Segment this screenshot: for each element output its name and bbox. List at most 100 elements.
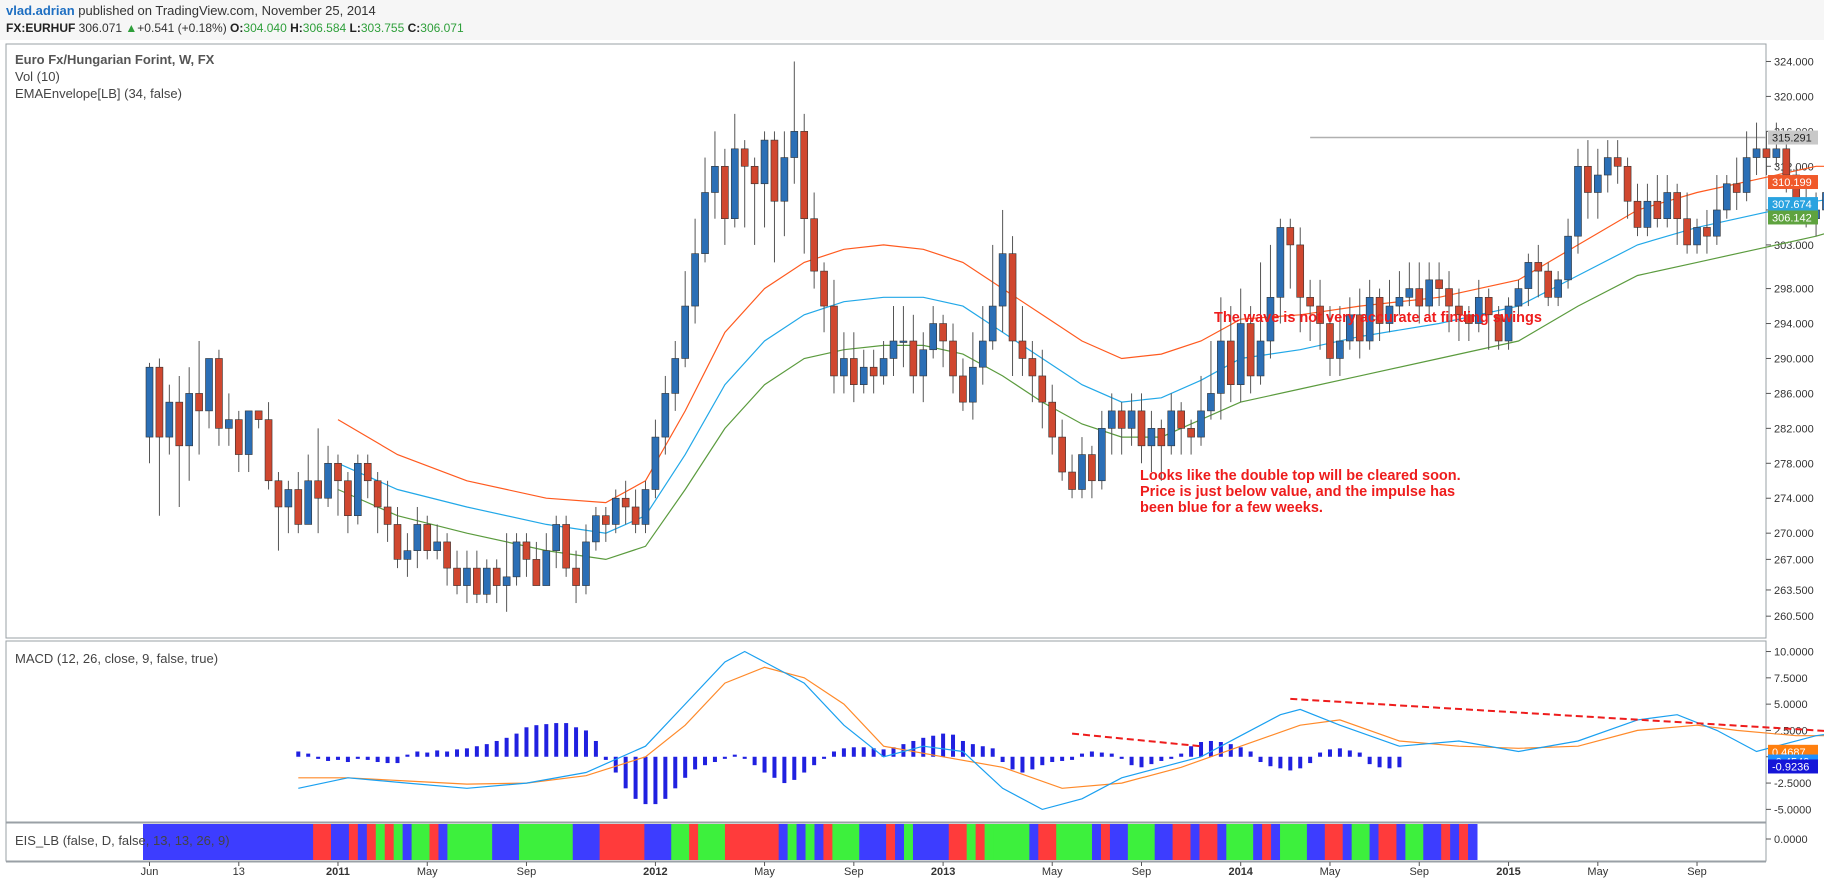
macd-histogram-bar <box>722 756 727 759</box>
candle-body <box>1048 401 1057 438</box>
candle-body <box>631 506 640 525</box>
candle-body <box>215 358 223 429</box>
candle-body <box>978 340 987 368</box>
eis-bar <box>1396 824 1406 860</box>
candle-body <box>572 567 580 586</box>
time-axis-label: Sep <box>1132 866 1152 878</box>
eis-bar <box>1038 824 1057 860</box>
eis-bar <box>1306 824 1326 860</box>
candle-body <box>1425 279 1433 307</box>
macd-histogram-bar <box>435 750 440 757</box>
macd-histogram-bar <box>693 756 698 770</box>
candle-body <box>611 497 620 525</box>
macd-histogram-bar <box>326 756 331 761</box>
price-axis-label: 303.000 <box>1774 240 1814 252</box>
macd-histogram-bar <box>1010 756 1015 770</box>
candle-body <box>1673 192 1681 220</box>
eis-bar <box>689 824 699 860</box>
macd-histogram-bar <box>772 756 777 778</box>
candle-body <box>205 358 213 412</box>
macd-histogram-bar <box>574 727 579 757</box>
macd-histogram-bar <box>1288 756 1293 771</box>
candle-body <box>671 358 680 394</box>
macd-histogram-bar <box>464 748 469 757</box>
eis-bar <box>357 824 368 860</box>
macd-histogram-bar <box>841 748 846 757</box>
candle-body <box>760 139 769 185</box>
eis-bar <box>1351 824 1371 860</box>
macd-histogram-bar <box>1020 756 1025 773</box>
eis-bar <box>1423 824 1442 860</box>
volume-legend: Vol (10) <box>15 69 60 84</box>
candle-body <box>1742 157 1751 193</box>
candle-body <box>1435 279 1443 289</box>
macd-histogram-bar <box>1030 756 1035 770</box>
time-axis-label: 2014 <box>1228 866 1253 878</box>
macd-histogram-bar <box>1337 748 1342 757</box>
macd-price-tag <box>1768 759 1818 774</box>
macd-histogram-bar <box>405 754 410 757</box>
ema-slow-line <box>337 233 1824 561</box>
candle-body <box>959 375 967 403</box>
macd-histogram-bar <box>365 756 370 760</box>
macd-histogram-bar <box>931 735 936 757</box>
macd-histogram-bar <box>534 725 539 757</box>
candle-body <box>790 131 799 158</box>
candle-body <box>1098 428 1106 482</box>
candle-body <box>195 393 203 412</box>
macd-histogram-bar <box>1298 756 1303 769</box>
candle-body <box>344 480 352 517</box>
macd-histogram-bar <box>1109 753 1114 757</box>
candle-body <box>641 489 650 525</box>
eis-bar <box>1369 824 1380 860</box>
candle-body <box>1445 288 1453 307</box>
candle-body <box>721 165 729 220</box>
candle-body <box>919 349 928 377</box>
macd-histogram-bar <box>1089 751 1094 757</box>
candle-body <box>602 515 610 525</box>
candle-body <box>1058 436 1066 473</box>
eis-bar <box>384 824 395 860</box>
time-axis-label: May <box>1587 866 1608 878</box>
price-tag-label: 310.199 <box>1772 177 1812 189</box>
eis-bar <box>787 824 798 860</box>
macd-histogram-bar <box>951 734 956 757</box>
candle-body <box>1137 410 1146 447</box>
eis-bar <box>519 824 574 860</box>
macd-histogram-bar <box>544 724 549 757</box>
candle-body <box>1336 340 1344 359</box>
eis-bar <box>143 824 314 860</box>
candle-body <box>1683 218 1691 246</box>
eis-bar <box>1450 824 1460 860</box>
candle-body <box>373 480 382 508</box>
macd-histogram-bar <box>732 754 737 757</box>
macd-histogram-bar <box>1238 747 1243 757</box>
candle-body <box>175 401 184 447</box>
macd-histogram-bar <box>802 756 807 773</box>
macd-histogram-bar <box>1050 756 1055 763</box>
eis-bar <box>447 824 493 860</box>
macd-histogram-bar <box>990 748 995 757</box>
candle-body <box>820 270 828 307</box>
macd-histogram-bar <box>554 723 559 757</box>
author-link[interactable]: vlad.adrian <box>6 3 75 18</box>
candle-body <box>998 253 1007 307</box>
candle-body <box>939 323 947 342</box>
candle-body <box>165 401 174 438</box>
candle-body <box>1534 262 1543 272</box>
eis-legend: EIS_LB (false, D, false, 13, 13, 26, 9) <box>15 833 230 848</box>
macd-histogram-bar <box>861 747 866 757</box>
macd-histogram-bar <box>494 740 499 757</box>
candle-body <box>225 419 233 429</box>
macd-histogram-bar <box>633 756 638 799</box>
macd-histogram-bar <box>1318 752 1323 757</box>
candle-body <box>879 358 888 377</box>
candle-body <box>502 576 511 586</box>
candle-body <box>1623 165 1632 202</box>
candle-body <box>1613 157 1622 167</box>
candle-body <box>1405 288 1414 298</box>
macd-histogram-bar <box>1179 753 1184 757</box>
price-axis-label: 294.000 <box>1774 319 1814 331</box>
macd-signal-line <box>298 666 1824 789</box>
